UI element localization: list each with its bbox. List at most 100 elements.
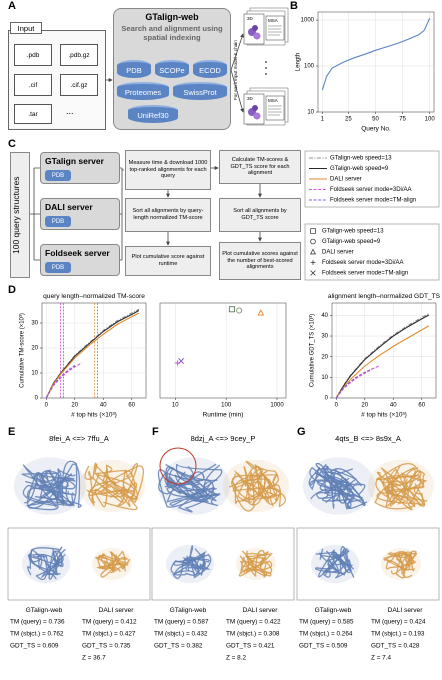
structure-ribbon: [231, 460, 262, 503]
data-line: [45, 362, 83, 399]
structure-shadow: [92, 548, 132, 580]
output-label: MSA: [268, 18, 278, 23]
structure-ribbon: [166, 466, 217, 495]
plot-area: [318, 12, 434, 112]
structure-ribbon: [330, 468, 364, 510]
structure-ribbon: [95, 556, 121, 574]
y-tick-label: 40: [321, 313, 328, 319]
data-point: [236, 307, 243, 314]
metric: TM (query) = 0.424: [371, 619, 426, 626]
metric: TM (query) = 0.422: [226, 619, 281, 626]
x-tick-label: 40: [390, 403, 397, 409]
structure-shadow: [311, 544, 359, 584]
file: .cif.gz: [60, 74, 98, 96]
y-axis-label: Length: [296, 53, 302, 71]
structure-ribbon: [386, 470, 426, 503]
structure-ribbon: [88, 470, 124, 507]
x-tick-label: 60: [418, 403, 425, 409]
metric: GDT_TS = 0.735: [82, 643, 131, 650]
server-name: GTalign server: [45, 156, 104, 166]
x-tick-label: 75: [399, 117, 406, 123]
structure-ribbon: [169, 463, 223, 507]
structure-ribbon: [170, 545, 194, 575]
server-name: Foldseek server: [45, 248, 110, 258]
data-point: [228, 306, 236, 313]
plot-frame: [41, 302, 147, 399]
output-label: 3D: [247, 96, 254, 101]
structure-ribbon: [125, 462, 138, 500]
server-subtitle: Search and alignment using spatial index…: [121, 24, 223, 42]
legend-label: Foldseek server mode=3Di/AA: [322, 260, 404, 266]
file: .cif: [14, 74, 52, 96]
legend-label: GTalign-web speed=13: [322, 229, 384, 235]
structure-ribbon: [24, 471, 63, 504]
data-point: [257, 309, 265, 316]
step: Calculate TM-scores & GDT_TS score for e…: [219, 150, 301, 184]
file: .pdb.gz: [60, 44, 98, 66]
x-tick-label: 40: [100, 403, 107, 409]
structure-ribbon: [385, 552, 417, 570]
structure-ribbon: [315, 548, 349, 574]
structure-shadow: [166, 544, 214, 584]
server: Foldseek server PDB: [40, 244, 120, 276]
panel-label: F: [152, 426, 159, 438]
y-tick-label: 10: [307, 110, 314, 116]
structure-ribbon: [238, 557, 273, 577]
x-tick-label: 60: [128, 403, 135, 409]
structure-ribbon: [173, 553, 212, 579]
structure-ribbon: [314, 467, 357, 503]
structure-ribbon: [157, 464, 221, 508]
legend-marker: [310, 270, 316, 276]
legend-label: GTalign-web speed=9: [322, 239, 381, 245]
server-db: PDB: [45, 262, 71, 273]
y-tick-label: 10: [31, 371, 38, 377]
plot-area: [160, 303, 286, 398]
structure-ribbon: [232, 468, 281, 497]
y-tick-label: 20: [31, 346, 38, 352]
data-line: [45, 365, 76, 399]
structure-ribbon: [177, 480, 215, 513]
metric: Z = 8.2: [226, 655, 247, 662]
legend-marker: [309, 248, 317, 255]
structure-ribbon: [245, 550, 268, 577]
structure-ribbon: [390, 551, 415, 578]
panel-label: G: [297, 426, 306, 438]
output-label: MSA: [268, 98, 278, 103]
metric: GDT_TS = 0.421: [226, 643, 275, 650]
superposition-box: [7, 527, 151, 601]
structure-ribbon: [26, 463, 82, 509]
structure-shadow: [158, 457, 230, 515]
structure-ribbon: [240, 471, 278, 502]
metric: GDT_TS = 0.509: [299, 643, 348, 650]
structure-ribbon: [173, 556, 207, 576]
structure-shadow: [22, 544, 70, 584]
structure-ribbon: [315, 462, 354, 497]
output-stack: 3D MSA: [243, 87, 289, 126]
structure-ribbon: [100, 468, 138, 500]
structure-ribbon: [389, 466, 416, 507]
data-point: [174, 360, 181, 366]
structure-ribbon: [375, 476, 402, 502]
server: GTalign server PDB: [40, 152, 120, 184]
structure-ribbon: [376, 471, 428, 507]
panel-label: C: [8, 138, 16, 150]
x-tick-label: 50: [372, 117, 379, 123]
data-line: [45, 308, 140, 399]
y-tick-label: 0: [325, 396, 329, 402]
step: Plot cumulative scores against the numbe…: [219, 242, 301, 280]
metric: TM (query) = 0.736: [10, 619, 65, 626]
structure-shadow: [223, 459, 289, 513]
structure-ribbon: [309, 466, 355, 500]
step: Measure time & download 1000 top-ranked …: [125, 150, 211, 190]
data-point: [178, 358, 185, 364]
x-tick-label: 10: [172, 403, 179, 409]
structure-ribbon: [97, 553, 126, 572]
structure-ribbon: [324, 476, 349, 504]
metric: TM (query) = 0.585: [299, 619, 354, 626]
structure-ribbon: [166, 476, 221, 507]
metric: TM (sbjct.) = 0.762: [10, 631, 64, 638]
panel-label: B: [290, 0, 298, 12]
x-tick-label: 0: [45, 403, 49, 409]
structure-ribbon: [374, 483, 426, 510]
structure-ribbon: [37, 470, 67, 505]
